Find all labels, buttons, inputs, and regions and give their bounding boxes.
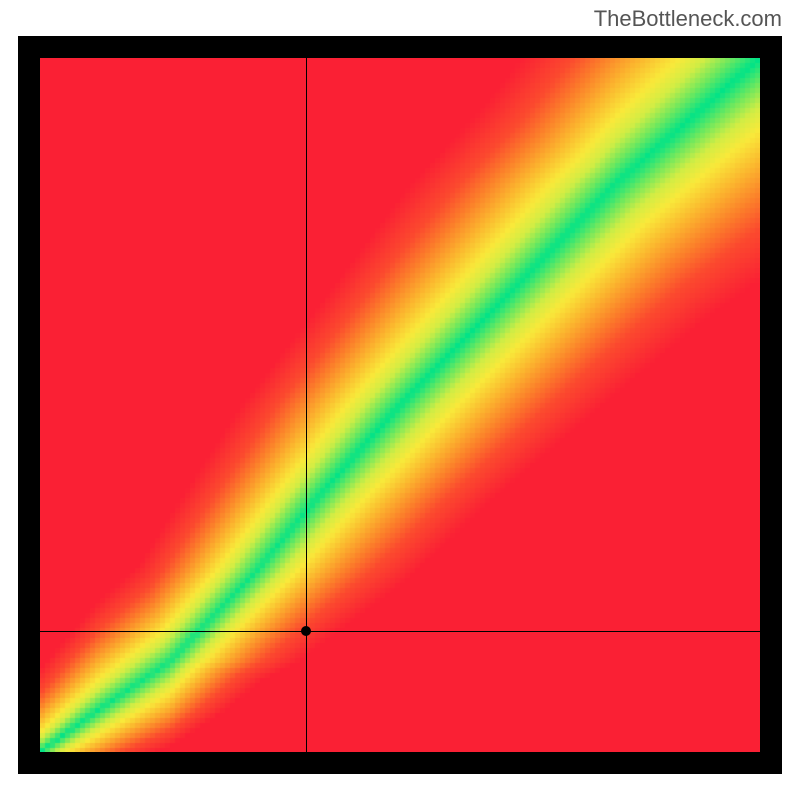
heatmap-canvas <box>40 58 760 752</box>
heatmap-plot-area <box>40 58 760 752</box>
crosshair-vertical <box>306 58 307 752</box>
crosshair-horizontal <box>40 631 760 632</box>
marker-dot <box>301 626 311 636</box>
chart-outer-frame <box>18 36 782 774</box>
watermark-text: TheBottleneck.com <box>594 6 782 32</box>
chart-container: TheBottleneck.com <box>0 0 800 800</box>
